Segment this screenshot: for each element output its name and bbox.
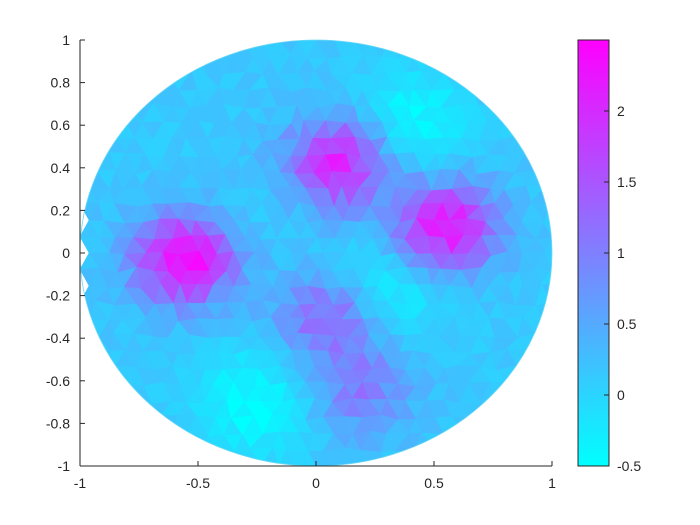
y-tick-label: -0.2 [46,288,70,304]
mesh-triangle [533,332,552,354]
mesh-triangle [167,56,193,73]
colorbar-ticks: 2 1.5 1 0.5 0 -0.5 [604,103,641,474]
mesh-triangle [113,105,133,123]
mesh-triangle [516,364,534,387]
y-tick-label: 0.6 [51,117,71,133]
mesh-triangle [436,433,455,452]
colorbar-tick-label: 0 [617,387,625,403]
y-tick-label: 0.2 [51,202,71,218]
mesh-triangle [506,381,524,402]
mesh-triangle [199,450,219,466]
mesh-triangle [206,40,226,56]
mesh-triangle [206,450,226,466]
mesh-triangle [484,86,506,109]
x-tick-label: 1 [548,475,556,491]
mesh-triangle [486,399,505,419]
mesh-triangle [214,40,236,56]
colorbar-tick-label: 1.5 [617,174,637,190]
mesh-triangle [217,450,236,466]
y-tick-label: -0.6 [46,373,70,389]
mesh-triangle [197,40,216,56]
mesh-triangle [107,384,126,402]
mesh-triangle [412,40,432,60]
mesh-triangle [406,40,426,60]
mesh-triangle [499,105,517,121]
y-tick-label: -1 [58,458,71,474]
mesh-triangle [468,417,488,433]
mesh-triangle [169,434,188,449]
mesh-triangle [544,186,552,205]
mesh-triangle [540,318,552,336]
heatmap-mesh [80,40,552,466]
mesh-triangle [115,383,133,401]
mesh-triangle [149,71,169,90]
colorbar-tick-label: -0.5 [617,458,641,474]
y-tick-label: -0.8 [46,415,70,431]
mesh-triangle [543,219,552,238]
mesh-triangle [536,156,552,172]
y-tick-label: 1 [62,32,70,48]
mesh-triangle [140,414,162,432]
x-tick-label: -0.5 [186,475,210,491]
mesh-triangle [160,414,180,437]
mesh-triangle [443,431,464,452]
mesh-triangle [544,170,552,188]
mesh-triangle [545,235,552,254]
y-tick-label: 0 [62,245,70,261]
mesh-triangle [88,135,111,156]
mesh-triangle [124,87,144,109]
mesh-triangle [513,118,535,141]
mesh-triangle [88,349,111,370]
plot-area: -1 -0.5 0 0.5 1 1 0.8 0.6 0.4 0.2 0 -0.2 -0.4 -0.6 -0.… [46,32,556,491]
mesh-triangle [381,450,396,466]
mesh-triangle [80,334,101,352]
colorbar-tick-label: 0.5 [617,316,637,332]
mesh-triangle [489,381,508,402]
mesh-triangle [526,349,543,369]
mesh-triangle [99,365,116,386]
mesh-triangle [444,55,463,76]
mesh-triangle [523,139,541,158]
y-tick-label: 0.4 [51,160,71,176]
mesh-triangle [545,251,552,271]
colorbar-gradient [577,39,610,467]
mesh-triangle [142,71,166,90]
mesh-triangle [177,54,199,72]
x-tick-label: -1 [74,475,87,491]
mesh-triangle [105,105,127,122]
mesh-triangle [394,449,416,466]
x-tick-label: 0 [312,475,320,491]
mesh-triangle [462,416,479,433]
x-tick-label: 0.5 [424,475,444,491]
colorbar: 2 1.5 1 0.5 0 -0.5 [577,39,641,474]
mesh-triangle [80,154,97,172]
colorbar-tick-label: 2 [617,103,625,119]
axes: -1 -0.5 0 0.5 1 1 0.8 0.6 0.4 0.2 0 -0.2 -0.4 -0.6 -0.… [46,32,556,491]
mesh-triangle [505,105,523,121]
y-tick-label: 0.8 [51,75,71,91]
y-tick-label: -0.4 [46,330,70,346]
mesh-triangle [471,73,486,91]
mesh-triangle [180,434,201,451]
mesh-triangle [95,119,115,138]
mesh-triangle [406,448,426,466]
colorbar-tick-label: 1 [617,245,625,261]
